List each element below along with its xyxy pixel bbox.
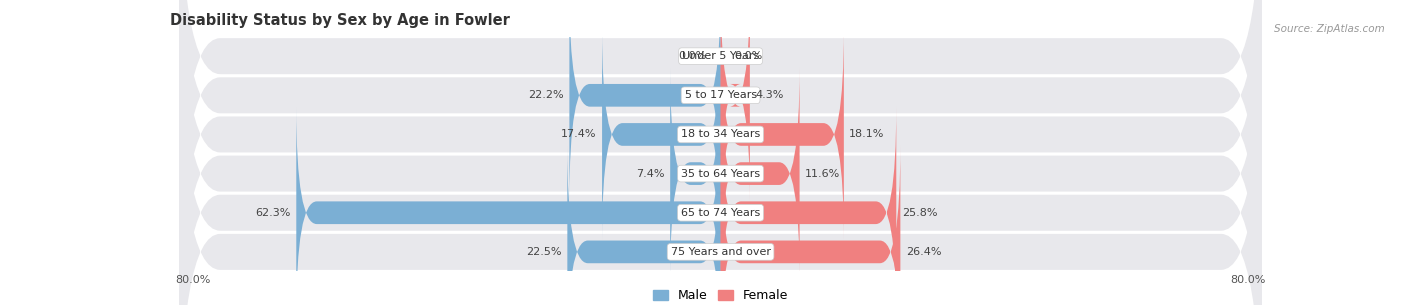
Text: 25.8%: 25.8% bbox=[901, 208, 938, 218]
Text: 11.6%: 11.6% bbox=[806, 169, 841, 179]
FancyBboxPatch shape bbox=[297, 107, 721, 305]
Text: 75 Years and over: 75 Years and over bbox=[671, 247, 770, 257]
FancyBboxPatch shape bbox=[179, 0, 1263, 305]
Text: 0.0%: 0.0% bbox=[734, 51, 762, 61]
Text: 18 to 34 Years: 18 to 34 Years bbox=[681, 129, 761, 139]
Text: 65 to 74 Years: 65 to 74 Years bbox=[681, 208, 761, 218]
Text: 80.0%: 80.0% bbox=[1230, 274, 1265, 285]
Text: 22.5%: 22.5% bbox=[526, 247, 562, 257]
Text: 62.3%: 62.3% bbox=[256, 208, 291, 218]
FancyBboxPatch shape bbox=[179, 0, 1263, 305]
Legend: Male, Female: Male, Female bbox=[648, 285, 793, 305]
Text: 22.2%: 22.2% bbox=[529, 90, 564, 100]
Text: 26.4%: 26.4% bbox=[905, 247, 941, 257]
Text: 17.4%: 17.4% bbox=[561, 129, 596, 139]
FancyBboxPatch shape bbox=[568, 146, 721, 305]
FancyBboxPatch shape bbox=[179, 0, 1263, 305]
Text: 18.1%: 18.1% bbox=[849, 129, 884, 139]
FancyBboxPatch shape bbox=[721, 146, 900, 305]
Text: 4.3%: 4.3% bbox=[755, 90, 783, 100]
FancyBboxPatch shape bbox=[721, 0, 749, 201]
Text: 80.0%: 80.0% bbox=[176, 274, 211, 285]
FancyBboxPatch shape bbox=[179, 0, 1263, 305]
Text: Under 5 Years: Under 5 Years bbox=[682, 51, 759, 61]
Text: Disability Status by Sex by Age in Fowler: Disability Status by Sex by Age in Fowle… bbox=[170, 13, 510, 28]
Text: 0.0%: 0.0% bbox=[679, 51, 707, 61]
Text: 35 to 64 Years: 35 to 64 Years bbox=[681, 169, 761, 179]
Text: 5 to 17 Years: 5 to 17 Years bbox=[685, 90, 756, 100]
FancyBboxPatch shape bbox=[721, 107, 896, 305]
Text: 7.4%: 7.4% bbox=[637, 169, 665, 179]
FancyBboxPatch shape bbox=[179, 35, 1263, 305]
FancyBboxPatch shape bbox=[602, 28, 721, 241]
FancyBboxPatch shape bbox=[721, 67, 800, 280]
FancyBboxPatch shape bbox=[721, 28, 844, 241]
FancyBboxPatch shape bbox=[179, 0, 1263, 273]
FancyBboxPatch shape bbox=[569, 0, 721, 201]
Text: Source: ZipAtlas.com: Source: ZipAtlas.com bbox=[1274, 24, 1385, 34]
FancyBboxPatch shape bbox=[671, 67, 721, 280]
